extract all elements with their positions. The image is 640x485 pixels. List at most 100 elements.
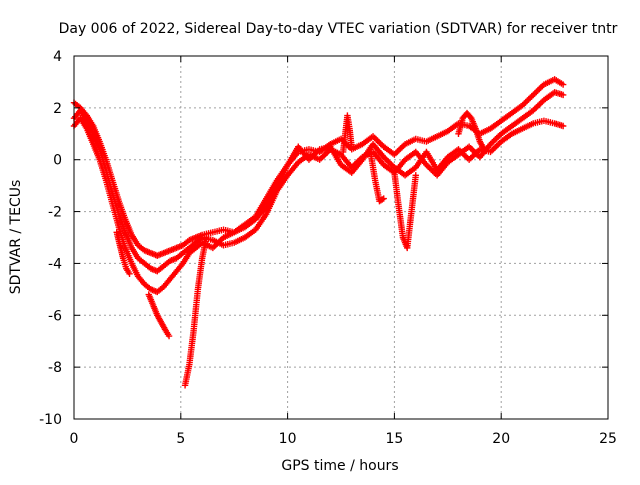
data-point xyxy=(559,81,567,88)
data-point xyxy=(433,160,450,179)
series-track-a xyxy=(70,76,567,259)
data-point xyxy=(540,90,557,104)
data-point xyxy=(220,229,236,241)
data-point xyxy=(391,169,402,208)
data-point xyxy=(209,227,225,236)
data-point xyxy=(423,134,439,145)
data-point xyxy=(412,172,419,179)
y-axis-label: SDTVAR / TECUs xyxy=(8,180,24,295)
data-point xyxy=(134,242,147,253)
data-point xyxy=(186,240,198,252)
data-point xyxy=(252,197,269,220)
data-point xyxy=(408,174,419,215)
series-loop-near-18.5h xyxy=(455,109,488,153)
series-track-b xyxy=(70,89,567,275)
data-point xyxy=(487,132,503,148)
data-point xyxy=(444,121,461,135)
series-dip-near-4.3h xyxy=(145,291,173,340)
data-point xyxy=(190,288,201,335)
y-tick-label: 2 xyxy=(53,101,62,117)
data-point xyxy=(231,235,247,246)
data-point xyxy=(371,177,383,203)
data-point xyxy=(83,112,96,128)
y-tick-label: 4 xyxy=(53,49,62,65)
data-point xyxy=(231,222,247,236)
data-point xyxy=(559,122,567,130)
data-point xyxy=(369,133,386,149)
data-point xyxy=(128,244,141,260)
data-point xyxy=(263,179,280,202)
data-point xyxy=(376,196,386,205)
plot-area-frame xyxy=(73,55,609,420)
data-point xyxy=(519,121,535,132)
y-tick-label: -2 xyxy=(48,205,62,221)
data-point xyxy=(369,140,386,159)
data-point xyxy=(487,139,503,156)
data-point xyxy=(540,77,557,88)
data-point xyxy=(96,156,109,182)
data-point xyxy=(380,153,397,170)
data-point xyxy=(284,160,301,179)
chart-title: Day 006 of 2022, Sidereal Day-to-day VTE… xyxy=(59,21,618,37)
data-point xyxy=(109,177,122,203)
data-point xyxy=(551,76,565,87)
data-point xyxy=(209,235,226,252)
data-point xyxy=(519,93,535,109)
data-point xyxy=(145,291,156,307)
data-point xyxy=(141,280,153,292)
data-point xyxy=(122,229,135,250)
data-point xyxy=(487,118,503,132)
x-tick-label: 10 xyxy=(279,431,297,447)
y-tick-label: -4 xyxy=(48,256,62,272)
series-track-c xyxy=(70,115,567,296)
data-point xyxy=(149,301,160,317)
data-point xyxy=(160,277,173,290)
data-point xyxy=(198,236,210,262)
data-point xyxy=(194,257,206,293)
data-point xyxy=(498,123,514,137)
data-point xyxy=(284,145,301,169)
y-tick-label: -6 xyxy=(48,308,62,324)
data-point xyxy=(401,136,418,148)
data-point xyxy=(327,143,344,167)
data-point xyxy=(77,107,89,123)
data-point xyxy=(154,284,166,296)
data-point xyxy=(90,140,103,161)
data-point xyxy=(122,244,135,265)
data-point xyxy=(123,265,132,276)
data-point xyxy=(109,200,122,229)
data-point xyxy=(519,108,535,122)
data-point xyxy=(134,255,147,266)
data-point xyxy=(476,138,487,151)
data-point xyxy=(252,212,269,233)
data-point xyxy=(165,332,173,340)
y-tick-label: -8 xyxy=(48,360,62,376)
data-point xyxy=(173,251,185,262)
series-spike-near-12.8h xyxy=(339,112,355,156)
data-point xyxy=(468,115,479,131)
axis-ticks: 0 5 10 15 20 25 -10 -8 -6 -4 -2 0 2 4 xyxy=(39,49,617,447)
data-point xyxy=(186,329,197,368)
data-point xyxy=(423,148,440,172)
data-point xyxy=(508,126,524,137)
data-point xyxy=(465,147,482,163)
series-dip-near-5.5h xyxy=(181,234,210,389)
series-spike-near-15.5h xyxy=(391,169,419,252)
data-point xyxy=(316,147,332,163)
data-point xyxy=(263,189,280,218)
data-point xyxy=(122,216,135,237)
data-point xyxy=(305,147,322,163)
data-point xyxy=(179,245,191,257)
data-point xyxy=(154,264,166,275)
data-point xyxy=(273,163,290,184)
data-point xyxy=(141,260,153,271)
data-point xyxy=(367,151,379,182)
data-point xyxy=(102,177,116,205)
data-point xyxy=(160,258,172,270)
data-point xyxy=(77,115,89,131)
data-point xyxy=(192,240,204,252)
y-tick-label: 0 xyxy=(53,153,62,169)
data-point xyxy=(498,110,514,125)
